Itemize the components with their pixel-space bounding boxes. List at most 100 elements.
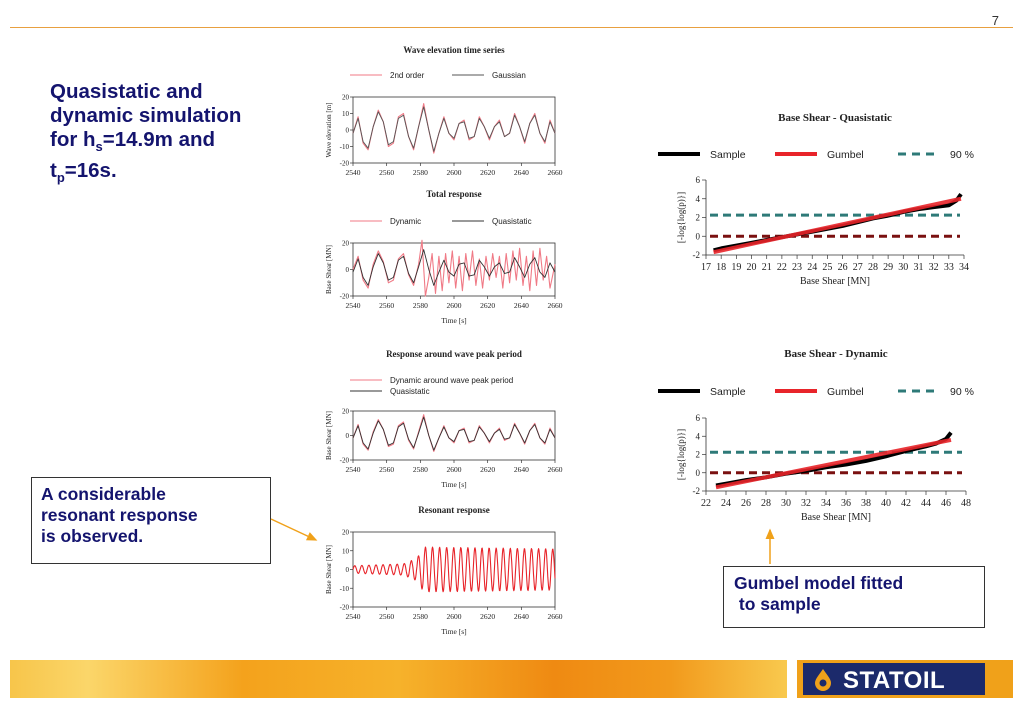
logo-text: STATOIL	[843, 667, 946, 694]
peak-series-line	[352, 414, 556, 452]
total-y-tick-label: -20	[340, 293, 350, 301]
gumbel_quasi-legend-label: 90 %	[950, 149, 974, 161]
callout-line: is observed.	[41, 526, 144, 546]
callout-line: to sample	[734, 594, 821, 614]
total-legend-label: Dynamic	[390, 217, 421, 226]
gumbel_quasi-x-tick-label: 23	[792, 262, 802, 273]
wave-legend-label: Gaussian	[492, 71, 526, 80]
callout-gumbel: Gumbel model fitted to sample	[723, 566, 985, 628]
total-x-tick-label: 2580	[413, 301, 428, 310]
resonant-y-tick-label: 10	[342, 547, 350, 555]
resonant-plot-frame	[352, 531, 556, 608]
gumbel_quasi-y-tick-label: 6	[696, 175, 701, 185]
gumbel_quasi-sample-line	[713, 192, 963, 253]
gumbel_quasi-y-axis-label: [-log{log(p)}]	[676, 192, 686, 243]
peak-series-line	[352, 416, 556, 451]
page-title: Quasistatic and dynamic simulation for h…	[50, 80, 320, 190]
resonant-x-tick-label: 2560	[379, 612, 394, 621]
total-x-tick-label: 2540	[346, 301, 361, 310]
gumbel_quasi-legend-label: Sample	[710, 149, 746, 161]
title-line-2: dynamic simulation	[50, 104, 242, 127]
gumbel_quasi-x-tick-label: 33	[944, 262, 954, 273]
gumbel_quasi-x-tick-label: 25	[822, 262, 832, 273]
wave-y-axis-label: Wave elevation [m]	[325, 102, 333, 157]
gumbel_quasi-x-tick-label: 34	[959, 262, 969, 273]
page-number: 7	[991, 13, 999, 28]
gumbel_dyn-x-tick-label: 32	[801, 498, 811, 509]
total-series-line	[352, 249, 556, 286]
peak-y-tick-label: 20	[342, 408, 350, 416]
gumbel_quasi-x-axis-label: Base Shear [MN]	[800, 276, 870, 287]
peak-chart-title: Response around wave peak period	[386, 349, 522, 359]
gumbel_dyn-x-tick-label: 46	[941, 498, 951, 509]
total-y-axis-label: Base Shear [MN]	[325, 245, 333, 294]
gumbel_dyn-gumbel-line	[715, 437, 952, 490]
gumbel_quasi-x-tick-label: 19	[731, 262, 741, 273]
wave-x-tick-label: 2660	[548, 168, 563, 177]
wave-series-line	[352, 103, 556, 154]
gumbel_dyn-legend-label: Gumbel	[827, 386, 864, 398]
resonant-x-tick-label: 2660	[548, 612, 563, 621]
total-x-tick-label: 2660	[548, 301, 563, 310]
wave-x-tick-label: 2580	[413, 168, 428, 177]
gumbel_quasi-y-tick-label: -2	[693, 250, 701, 260]
gumbel_dyn-x-tick-label: 38	[861, 498, 871, 509]
peak-x-tick-label: 2600	[447, 465, 462, 474]
resonant-y-axis-label: Base Shear [MN]	[325, 545, 333, 594]
wave-x-tick-label: 2560	[379, 168, 394, 177]
gumbel_dyn-y-axis-label: [-log{log(p)}]	[676, 429, 686, 480]
total-x-tick-label: 2560	[379, 301, 394, 310]
wave-series-line	[352, 106, 556, 152]
resonant-x-tick-label: 2540	[346, 612, 361, 621]
gumbel_dyn-sample-line	[715, 431, 953, 488]
gumbel_dyn-x-axis-label: Base Shear [MN]	[801, 512, 871, 523]
gumbel_dyn-x-tick-label: 44	[921, 498, 931, 509]
title-sub-p: p	[56, 170, 65, 186]
wave-legend-label: 2nd order	[390, 71, 425, 80]
wave-plot-frame	[352, 96, 556, 164]
wave-y-tick-label: 20	[342, 94, 350, 102]
peak-x-tick-label: 2580	[413, 465, 428, 474]
gumbel_quasi-x-tick-label: 32	[929, 262, 939, 273]
callout-line: resonant response	[41, 505, 198, 525]
resonant-x-tick-label: 2600	[447, 612, 462, 621]
gumbel_dyn-x-tick-label: 34	[821, 498, 831, 509]
total-x-tick-label: 2620	[480, 301, 495, 310]
wave-y-tick-label: -20	[340, 160, 350, 168]
total-y-tick-label: 20	[342, 240, 350, 248]
resonant-chart-title: Resonant response	[418, 505, 490, 515]
gumbel_dyn-y-tick-label: 0	[696, 468, 701, 478]
wave-y-tick-label: -10	[340, 143, 350, 151]
gumbel_quasi-x-tick-label: 29	[883, 262, 893, 273]
logo-drop-icon	[815, 669, 831, 691]
peak-x-tick-label: 2560	[379, 465, 394, 474]
gumbel_dyn-y-tick-label: 6	[696, 413, 701, 423]
gumbel_quasi-x-tick-label: 17	[701, 262, 711, 273]
title-sub-s: s	[95, 139, 103, 155]
top-rule	[10, 27, 1013, 28]
gumbel_dyn-x-tick-label: 30	[781, 498, 791, 509]
gumbel_dyn-x-tick-label: 42	[901, 498, 911, 509]
peak-plot-frame	[352, 410, 556, 461]
resonant-x-tick-label: 2620	[480, 612, 495, 621]
gumbel_dyn-x-tick-label: 22	[701, 498, 711, 509]
wave-x-tick-label: 2540	[346, 168, 361, 177]
title-line-3: for hs=14.9m and	[50, 128, 216, 155]
gumbel_dyn-legend-label: 90 %	[950, 386, 974, 398]
gumbel_quasi-y-tick-label: 2	[696, 213, 701, 223]
peak-y-tick-label: 0	[346, 432, 350, 440]
gumbel_quasi-x-tick-label: 24	[807, 262, 817, 273]
wave-x-tick-label: 2600	[447, 168, 462, 177]
gumbel_quasi-x-tick-label: 18	[716, 262, 726, 273]
gumbel_dyn-x-tick-label: 24	[721, 498, 731, 509]
total-y-tick-label: 0	[346, 266, 350, 274]
wave-x-tick-label: 2620	[480, 168, 495, 177]
gumbel_quasi-legend-label: Gumbel	[827, 149, 864, 161]
gumbel_quasi-x-tick-label: 30	[898, 262, 908, 273]
title-line-4: tp=16s.	[50, 159, 117, 186]
peak-y-axis-label: Base Shear [MN]	[325, 411, 333, 460]
peak-x-tick-label: 2640	[514, 465, 529, 474]
gumbel_quasi-x-tick-label: 27	[853, 262, 863, 273]
